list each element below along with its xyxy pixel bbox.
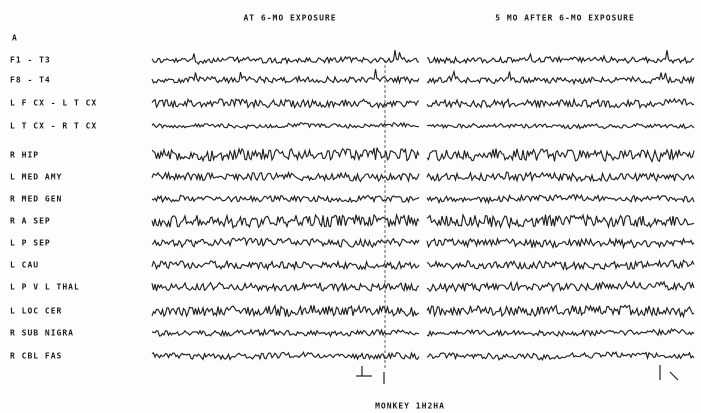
channel-label: R A SEP xyxy=(10,217,51,226)
background xyxy=(0,0,701,413)
channel-label: R SUB NIGRA xyxy=(10,329,74,338)
channel-label: L P V L THAL xyxy=(10,283,80,292)
channel-label: R CBL FAS xyxy=(10,352,62,361)
channel-label: R HIP xyxy=(10,151,39,160)
channel-label: L F CX - L T CX xyxy=(10,99,97,108)
channel-label: L LOC CER xyxy=(10,307,62,316)
figure: AT 6-MO EXPOSURE 5 MO AFTER 6-MO EXPOSUR… xyxy=(0,0,701,413)
footer: MONKEY 1H2HA xyxy=(375,402,445,411)
channel-label: L CAU xyxy=(10,261,39,270)
channel-label: F8 - T4 xyxy=(10,76,51,85)
channel-label: F1 - T3 xyxy=(10,56,51,65)
channel-label: L P SEP xyxy=(10,239,51,248)
channel-label: R MED GEN xyxy=(10,195,62,204)
figure-letter: A xyxy=(12,34,18,43)
channel-label: L MED AMY xyxy=(10,173,62,182)
channel-label: L T CX - R T CX xyxy=(10,122,97,131)
panel-title: AT 6-MO EXPOSURE xyxy=(243,14,336,23)
panel-title: 5 MO AFTER 6-MO EXPOSURE xyxy=(495,14,635,23)
